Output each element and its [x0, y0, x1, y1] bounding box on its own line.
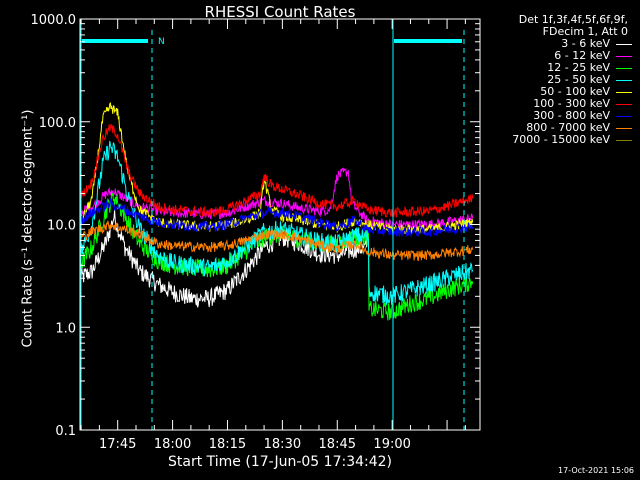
legend-swatch	[616, 127, 632, 129]
axis-layer: 0.1 1.0 10.0 100.0 1000.0 17:45 18:00 18:15 18:3…	[31, 13, 480, 452]
legend-label: 50 - 100 keV	[540, 85, 610, 98]
y-axis-label: Count Rate (s⁻¹ detector segment⁻¹)	[20, 109, 36, 348]
legend-swatch	[616, 91, 632, 93]
legend-header-line-1: Det 1f,3f,4f,5f,6f,9f,	[518, 13, 628, 26]
legend-swatch	[616, 55, 632, 57]
x-tick-label: 17:45	[99, 437, 136, 452]
series-line	[79, 209, 368, 308]
legend-label: 3 - 6 keV	[561, 37, 610, 50]
legend-entry: 100 - 300 keV	[482, 98, 632, 110]
y-tick-label: 1.0	[55, 321, 76, 336]
series-line	[79, 102, 474, 236]
x-tick-label: 18:15	[209, 437, 246, 452]
legend-entry: 3 - 6 keV	[482, 38, 632, 50]
legend-label: 25 - 50 keV	[547, 73, 610, 86]
legend-label: 100 - 300 keV	[533, 97, 610, 110]
legend-entry: 7000 - 15000 keV	[482, 134, 632, 146]
legend-swatch	[616, 67, 632, 69]
legend-entries: 3 - 6 keV 6 - 12 keV 12 - 25 keV 25 - 50 ke…	[482, 38, 632, 146]
series-layer	[79, 102, 474, 321]
chart-title: RHESSI Count Rates	[204, 3, 356, 21]
legend-label: 800 - 7000 keV	[526, 121, 610, 134]
legend-entry: 12 - 25 keV	[482, 62, 632, 74]
y-tick-label: 1000.0	[31, 13, 77, 28]
legend-entry: 6 - 12 keV	[482, 50, 632, 62]
legend-header-line-2: FDecim 1, Att 0	[542, 25, 628, 38]
legend-entry: 25 - 50 keV	[482, 74, 632, 86]
legend-label: 7000 - 15000 keV	[512, 133, 610, 146]
legend-entry: 300 - 800 keV	[482, 110, 632, 122]
x-tick-label: 18:30	[264, 437, 301, 452]
legend: Det 1f,3f,4f,5f,6f,9f, FDecim 1, Att 0 3…	[482, 14, 632, 146]
x-axis-label: Start Time (17-Jun-05 17:34:42)	[168, 454, 392, 470]
series-line	[79, 192, 474, 321]
series-line	[79, 140, 474, 307]
y-tick-label: 10.0	[47, 219, 76, 234]
footer-timestamp: 17-Oct-2021 15:06	[558, 466, 634, 475]
legend-swatch	[616, 115, 632, 117]
annotation-label: N	[158, 37, 165, 47]
series-line	[79, 197, 474, 239]
legend-entry: 800 - 7000 keV	[482, 122, 632, 134]
legend-swatch	[616, 139, 632, 141]
series-line	[79, 123, 474, 219]
x-tick-label: 18:00	[154, 437, 191, 452]
series-line	[79, 220, 474, 262]
legend-entry: 50 - 100 keV	[482, 86, 632, 98]
legend-swatch	[616, 43, 632, 45]
legend-label: 300 - 800 keV	[533, 109, 610, 122]
x-tick-label: 19:00	[373, 437, 410, 452]
x-tick-label: 18:45	[319, 437, 356, 452]
legend-label: 12 - 25 keV	[547, 61, 610, 74]
y-tick-label: 100.0	[39, 116, 76, 131]
y-tick-label: 0.1	[55, 424, 76, 439]
legend-swatch	[616, 79, 632, 81]
legend-label: 6 - 12 keV	[554, 49, 610, 62]
legend-swatch	[616, 103, 632, 105]
